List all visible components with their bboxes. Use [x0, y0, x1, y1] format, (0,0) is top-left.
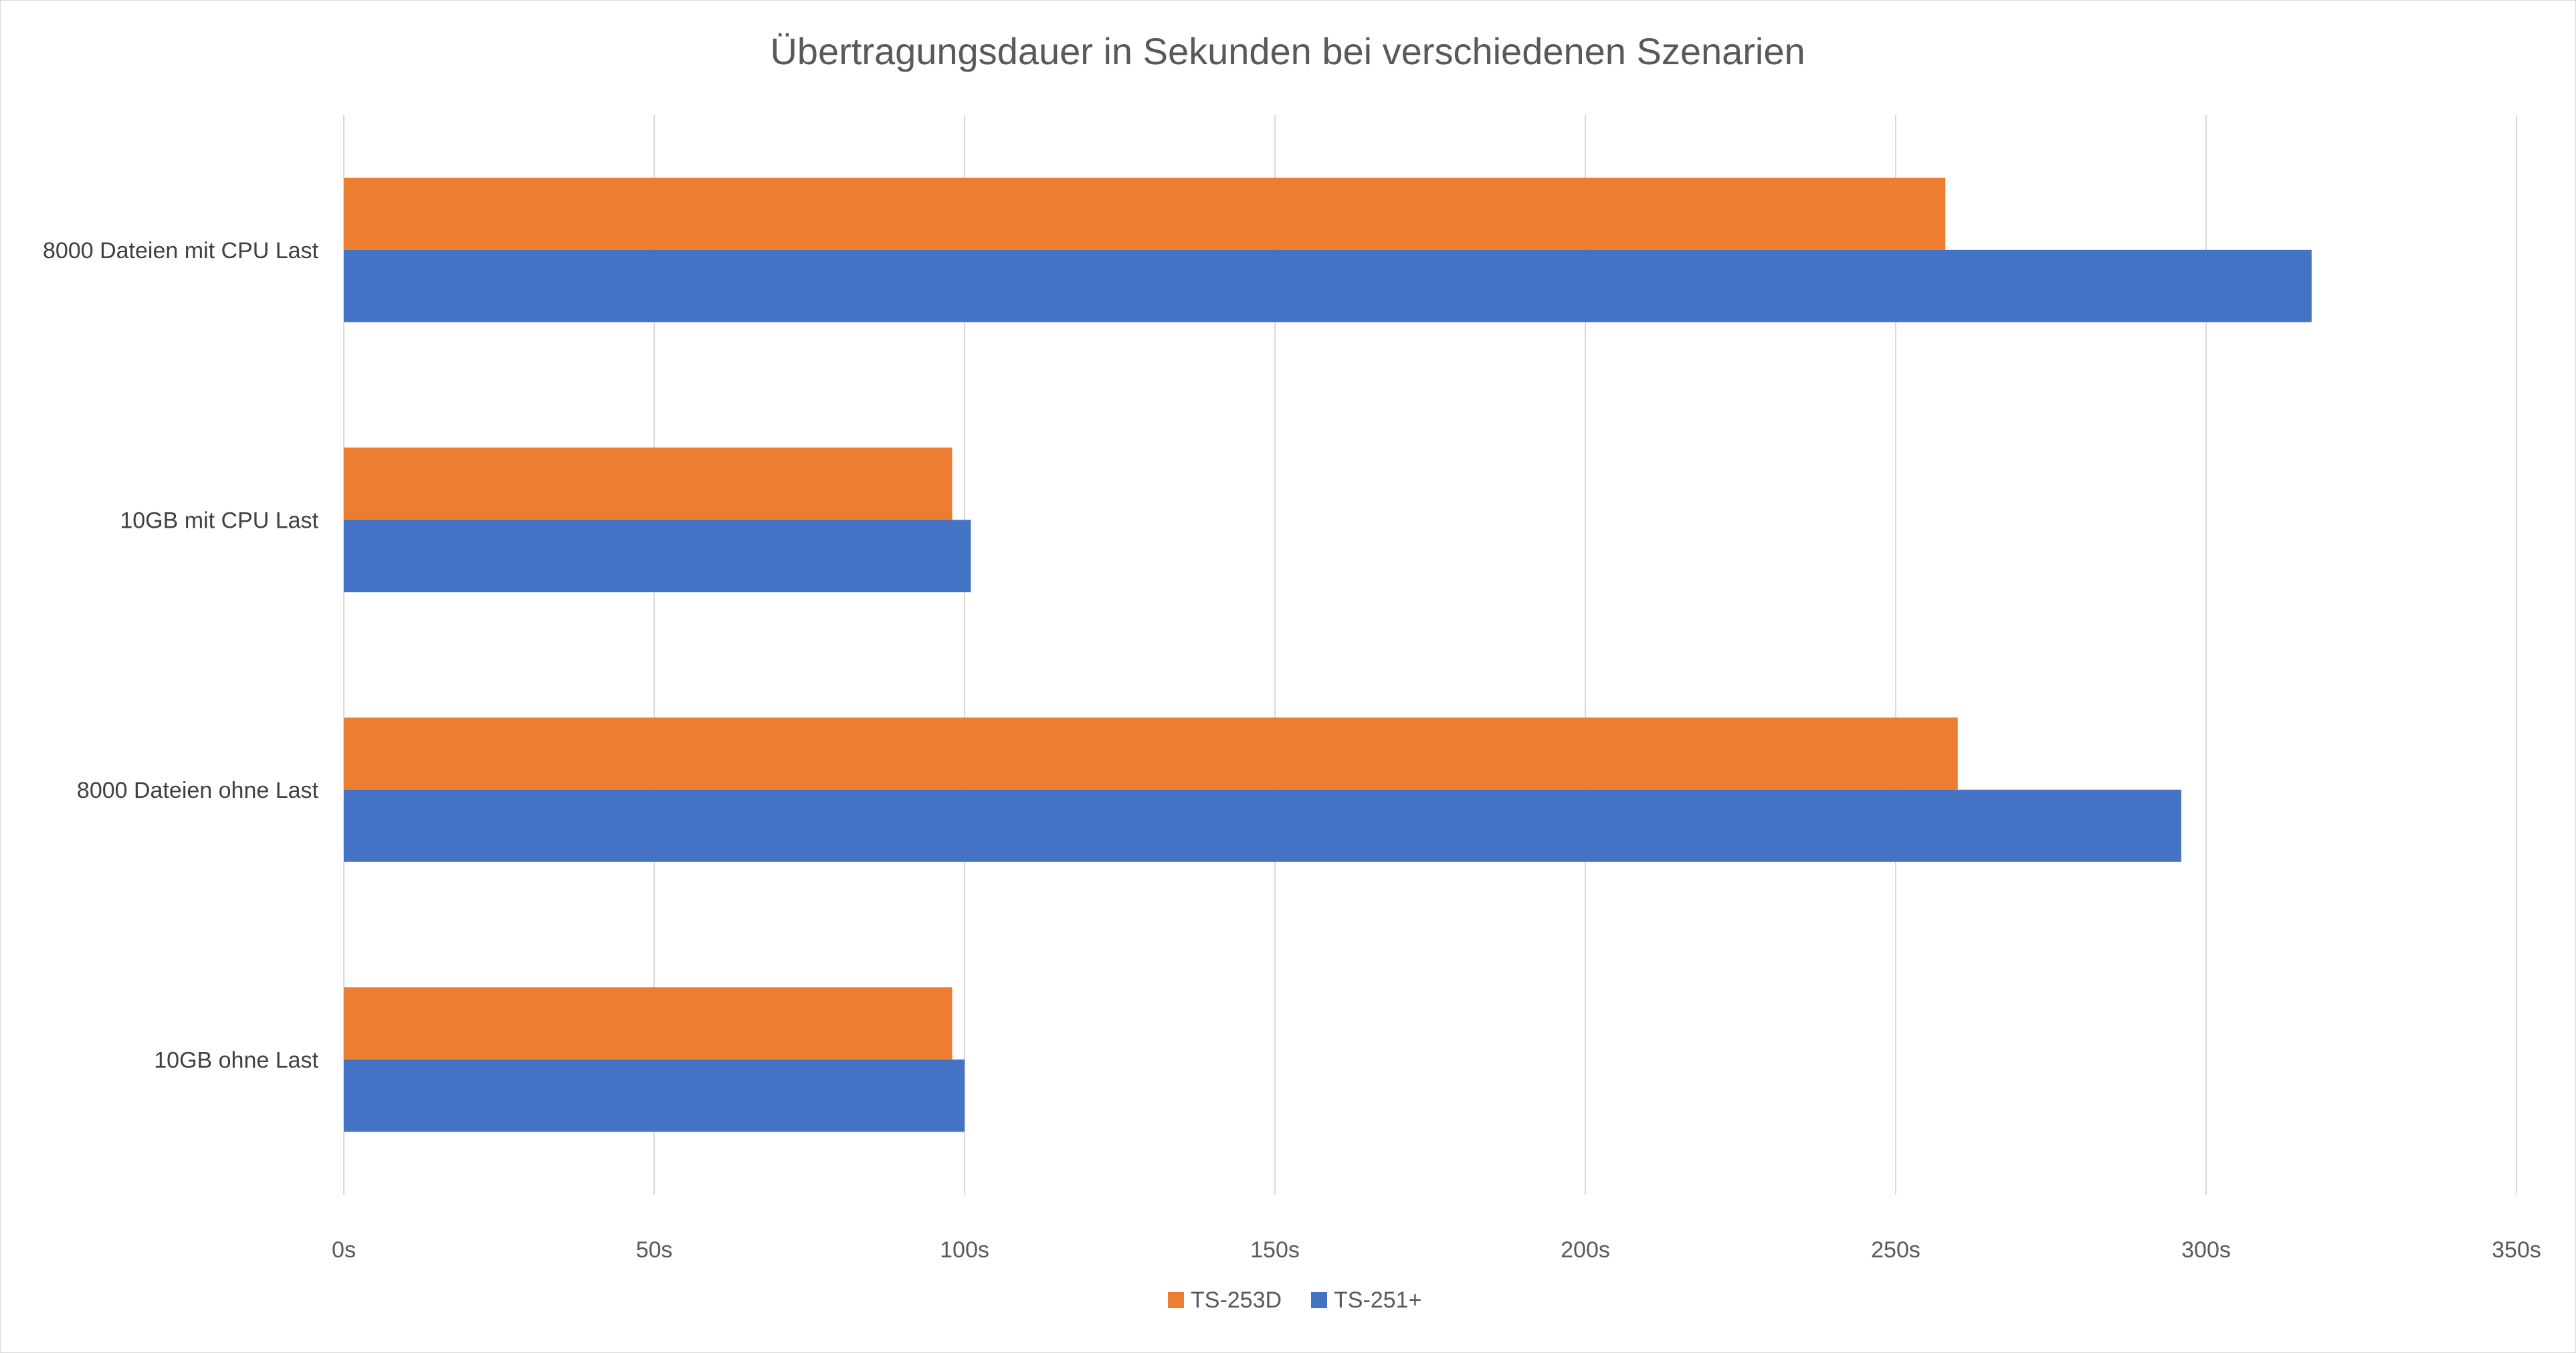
bar-ts-253d-2	[344, 447, 953, 520]
x-tick-label: 200s	[1561, 1237, 1610, 1263]
category-label: 10GB mit CPU Last	[120, 508, 318, 533]
bars	[344, 177, 2312, 1132]
x-tick-label: 350s	[2492, 1237, 2541, 1263]
legend: TS-253D TS-251+	[1168, 1287, 1421, 1313]
x-tick-label: 50s	[636, 1237, 673, 1263]
category-label: 8000 Dateien mit CPU Last	[43, 238, 319, 264]
x-tick-label: 100s	[940, 1237, 989, 1263]
category-label: 8000 Dateien ohne Last	[77, 778, 319, 803]
bar-ts-251--3	[344, 789, 2181, 862]
x-tick-label: 0s	[332, 1237, 356, 1263]
chart-title: Übertragungsdauer in Sekunden bei versch…	[770, 30, 1805, 72]
bar-ts-251--1	[344, 249, 2312, 322]
legend-label: TS-251+	[1334, 1287, 1421, 1313]
bar-ts-253d-1	[344, 177, 1946, 250]
bar-ts-253d-3	[344, 717, 1958, 790]
legend-label: TS-253D	[1191, 1287, 1282, 1313]
x-tick-label: 300s	[2181, 1237, 2231, 1263]
legend-swatch-ts-253d	[1168, 1292, 1184, 1308]
bar-ts-251--2	[344, 520, 971, 593]
x-tick-label: 250s	[1871, 1237, 1920, 1263]
x-tick-label: 150s	[1250, 1237, 1300, 1263]
y-axis: 8000 Dateien mit CPU Last 10GB mit CPU La…	[43, 238, 319, 1073]
x-axis: 0s 50s 100s 150s 200s 250s 300s 350s	[332, 1237, 2541, 1263]
bar-ts-253d-4	[344, 987, 953, 1060]
bar-ts-251--4	[344, 1059, 965, 1132]
legend-swatch-ts-251-	[1311, 1292, 1327, 1308]
category-label: 10GB ohne Last	[154, 1047, 318, 1073]
